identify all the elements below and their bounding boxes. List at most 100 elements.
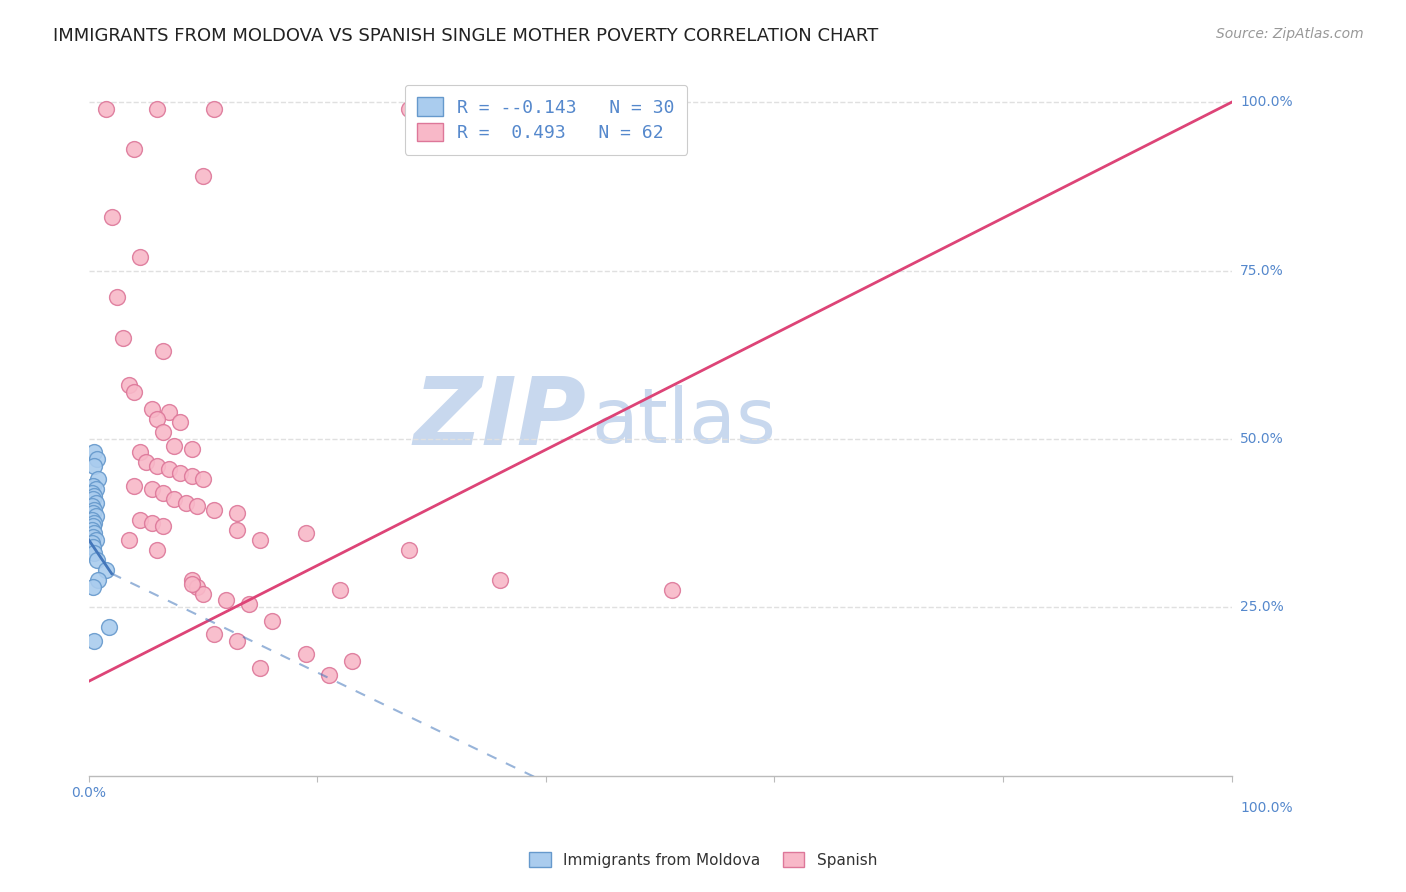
Point — [83, 516, 105, 530]
Point — [129, 513, 152, 527]
Point — [82, 513, 104, 527]
Text: IMMIGRANTS FROM MOLDOVA VS SPANISH SINGLE MOTHER POVERTY CORRELATION CHART: IMMIGRANTS FROM MOLDOVA VS SPANISH SINGL… — [53, 27, 879, 45]
Point — [84, 509, 107, 524]
Point — [124, 142, 146, 156]
Point — [82, 506, 104, 520]
Point — [180, 574, 202, 588]
Text: 100.0%: 100.0% — [1240, 95, 1292, 109]
Point — [152, 344, 174, 359]
Point — [398, 102, 420, 116]
Point — [141, 516, 163, 530]
Point — [86, 452, 108, 467]
Point — [186, 580, 208, 594]
Point — [94, 102, 117, 116]
Point — [318, 667, 340, 681]
Point — [129, 445, 152, 459]
Point — [82, 500, 104, 514]
Point — [191, 169, 214, 184]
Point — [82, 519, 104, 533]
Point — [83, 458, 105, 473]
Point — [82, 529, 104, 543]
Point — [83, 633, 105, 648]
Point — [98, 620, 121, 634]
Point — [124, 384, 146, 399]
Point — [86, 553, 108, 567]
Point — [226, 523, 249, 537]
Point — [661, 583, 683, 598]
Point — [146, 543, 169, 558]
Point — [204, 502, 226, 516]
Point — [180, 469, 202, 483]
Point — [84, 533, 107, 547]
Point — [180, 442, 202, 456]
Point — [489, 574, 512, 588]
Point — [415, 102, 437, 116]
Point — [215, 593, 238, 607]
Point — [329, 583, 352, 598]
Point — [82, 485, 104, 500]
Point — [135, 455, 157, 469]
Point — [186, 500, 208, 514]
Point — [82, 523, 104, 537]
Point — [82, 536, 104, 550]
Point — [84, 496, 107, 510]
Text: Source: ZipAtlas.com: Source: ZipAtlas.com — [1216, 27, 1364, 41]
Point — [180, 576, 202, 591]
Point — [169, 466, 191, 480]
Point — [105, 290, 128, 304]
Point — [152, 485, 174, 500]
Point — [157, 405, 180, 419]
Point — [129, 250, 152, 264]
Point — [84, 483, 107, 497]
Point — [141, 483, 163, 497]
Point — [83, 502, 105, 516]
Legend: Immigrants from Moldova, Spanish: Immigrants from Moldova, Spanish — [522, 844, 884, 875]
Point — [83, 445, 105, 459]
Point — [82, 479, 104, 493]
Point — [191, 587, 214, 601]
Point — [82, 580, 104, 594]
Point — [163, 439, 186, 453]
Text: 75.0%: 75.0% — [1240, 263, 1284, 277]
Point — [82, 492, 104, 507]
Point — [295, 526, 318, 541]
Point — [82, 540, 104, 554]
Point — [146, 411, 169, 425]
Text: 25.0%: 25.0% — [1240, 600, 1284, 615]
Point — [118, 378, 141, 392]
Text: ZIP: ZIP — [413, 373, 586, 465]
Point — [226, 633, 249, 648]
Point — [112, 331, 135, 345]
Point — [226, 506, 249, 520]
Point — [191, 472, 214, 486]
Point — [87, 472, 110, 486]
Point — [340, 654, 363, 668]
Point — [152, 519, 174, 533]
Point — [94, 563, 117, 577]
Point — [83, 489, 105, 503]
Point — [83, 526, 105, 541]
Point — [83, 546, 105, 560]
Text: 100.0%: 100.0% — [1240, 800, 1292, 814]
Point — [146, 458, 169, 473]
Point — [157, 462, 180, 476]
Point — [204, 102, 226, 116]
Point — [398, 543, 420, 558]
Point — [249, 533, 271, 547]
Point — [146, 102, 169, 116]
Text: atlas: atlas — [592, 385, 776, 459]
Point — [100, 210, 122, 224]
Point — [87, 574, 110, 588]
Point — [152, 425, 174, 439]
Point — [124, 479, 146, 493]
Point — [169, 415, 191, 429]
Point — [118, 533, 141, 547]
Point — [174, 496, 197, 510]
Legend: R = --0.143   N = 30, R =  0.493   N = 62: R = --0.143 N = 30, R = 0.493 N = 62 — [405, 85, 688, 155]
Point — [141, 401, 163, 416]
Point — [295, 648, 318, 662]
Point — [204, 627, 226, 641]
Point — [163, 492, 186, 507]
Point — [249, 661, 271, 675]
Point — [238, 597, 260, 611]
